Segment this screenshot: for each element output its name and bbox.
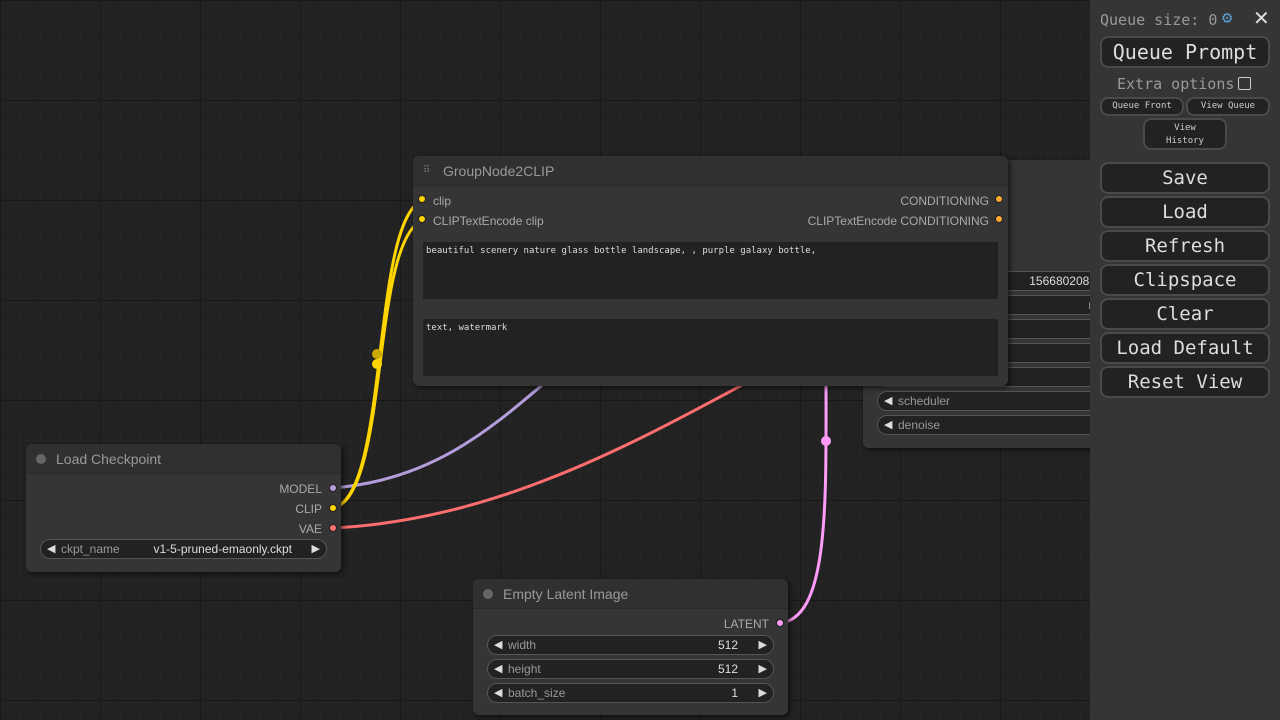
output-slot-model[interactable] <box>329 484 337 492</box>
output-slot-latent[interactable] <box>776 619 784 627</box>
output-label: LATENT <box>723 617 769 631</box>
ckpt-name-combo[interactable]: ◀ ckpt_name v1-5-pruned-emaonly.ckpt ▶ <box>40 539 327 559</box>
output-label: MODEL <box>279 482 322 496</box>
link-midpoint <box>821 436 831 446</box>
denoise-widget[interactable]: ◀ denoise <box>877 415 1090 435</box>
graph-canvas[interactable]: 1566802087 teran ◀scheduler ◀denoise ⠿Gr… <box>0 0 1090 720</box>
collapse-dot-icon[interactable] <box>483 589 493 599</box>
view-history-label: History <box>1166 136 1204 146</box>
view-history-label: View <box>1174 123 1196 133</box>
load-button[interactable]: Load <box>1100 196 1270 228</box>
output-label: CLIP <box>295 502 322 516</box>
arrow-left-icon[interactable]: ◀ <box>47 543 56 555</box>
view-history-button[interactable]: View History <box>1143 118 1227 150</box>
input-slot-clip[interactable] <box>418 195 426 203</box>
reset-view-button[interactable]: Reset View <box>1100 366 1270 398</box>
extra-options-checkbox[interactable] <box>1238 77 1251 90</box>
input-label: CLIPTextEncode clip <box>433 214 544 228</box>
empty-latent-image-node[interactable]: Empty Latent Image LATENT ◀ width 512 ▶ ◀ he… <box>473 579 788 715</box>
height-widget[interactable]: ◀ height 512 ▶ <box>487 659 774 679</box>
group-node-2clip[interactable]: ⠿ GroupNode2CLIP clip CLIPTextEncode clip… <box>413 156 1008 386</box>
extra-options-label: Extra options <box>1117 75 1235 93</box>
batch-size-widget[interactable]: ◀ batch_size 1 ▶ <box>487 683 774 703</box>
load-checkpoint-node[interactable]: Load Checkpoint MODEL CLIP VAE ◀ ckpt_nam… <box>26 444 341 572</box>
save-button[interactable]: Save <box>1100 162 1270 194</box>
arrow-left-icon[interactable]: ◀ <box>494 687 503 699</box>
input-label: clip <box>433 194 452 208</box>
prompt-textarea-negative[interactable]: text, watermark <box>423 319 998 376</box>
output-slot-vae[interactable] <box>329 524 337 532</box>
output-label: CONDITIONING <box>900 194 989 208</box>
output-slot-conditioning[interactable] <box>995 195 1003 203</box>
output-slot-clip[interactable] <box>329 504 337 512</box>
link-model <box>331 368 561 490</box>
scheduler-widget[interactable]: ◀ scheduler <box>877 391 1090 411</box>
collapse-dot-icon[interactable] <box>36 454 46 464</box>
node-title-bar[interactable]: ⠿ GroupNode2CLIP <box>413 156 1008 186</box>
arrow-left-icon[interactable]: ◀ <box>884 419 893 431</box>
arrow-left-icon[interactable]: ◀ <box>494 663 503 675</box>
prompt-textarea-positive[interactable]: beautiful scenery nature glass bottle la… <box>423 242 998 299</box>
link-midpoint <box>372 349 382 359</box>
node-title-bar[interactable]: Empty Latent Image <box>473 579 788 609</box>
queue-prompt-button[interactable]: Queue Prompt <box>1100 36 1270 68</box>
arrow-left-icon[interactable]: ◀ <box>884 395 893 407</box>
link-clip-2 <box>331 218 424 510</box>
drag-handle-icon[interactable]: ⠿ <box>423 165 431 176</box>
arrow-right-icon[interactable]: ▶ <box>311 543 320 555</box>
arrow-right-icon[interactable]: ▶ <box>758 663 767 675</box>
clear-button[interactable]: Clear <box>1100 298 1270 330</box>
view-queue-button[interactable]: View Queue <box>1186 97 1270 116</box>
clipspace-button[interactable]: Clipspace <box>1100 264 1270 296</box>
queue-size-label: Queue size: 0 <box>1100 11 1218 29</box>
arrow-right-icon[interactable]: ▶ <box>758 687 767 699</box>
close-icon[interactable]: ✕ <box>1253 6 1270 30</box>
link-midpoint <box>372 359 382 369</box>
output-label: CLIPTextEncode CONDITIONING <box>807 214 989 228</box>
load-default-button[interactable]: Load Default <box>1100 332 1270 364</box>
output-label: VAE <box>298 522 322 536</box>
output-slot-conditioning-2[interactable] <box>995 215 1003 223</box>
refresh-button[interactable]: Refresh <box>1100 230 1270 262</box>
input-slot-clip-2[interactable] <box>418 215 426 223</box>
queue-front-button[interactable]: Queue Front <box>1100 97 1184 116</box>
node-title-bar[interactable]: Load Checkpoint <box>26 444 341 474</box>
link-latent <box>778 369 828 625</box>
width-widget[interactable]: ◀ width 512 ▶ <box>487 635 774 655</box>
link-vae <box>331 368 771 530</box>
arrow-right-icon[interactable]: ▶ <box>758 639 767 651</box>
links-layer <box>331 198 831 625</box>
gear-icon[interactable]: ⚙ <box>1222 8 1233 28</box>
queue-panel: Queue size: 0 ⚙ ✕ Queue Prompt Extra opt… <box>1090 0 1280 720</box>
arrow-left-icon[interactable]: ◀ <box>494 639 503 651</box>
